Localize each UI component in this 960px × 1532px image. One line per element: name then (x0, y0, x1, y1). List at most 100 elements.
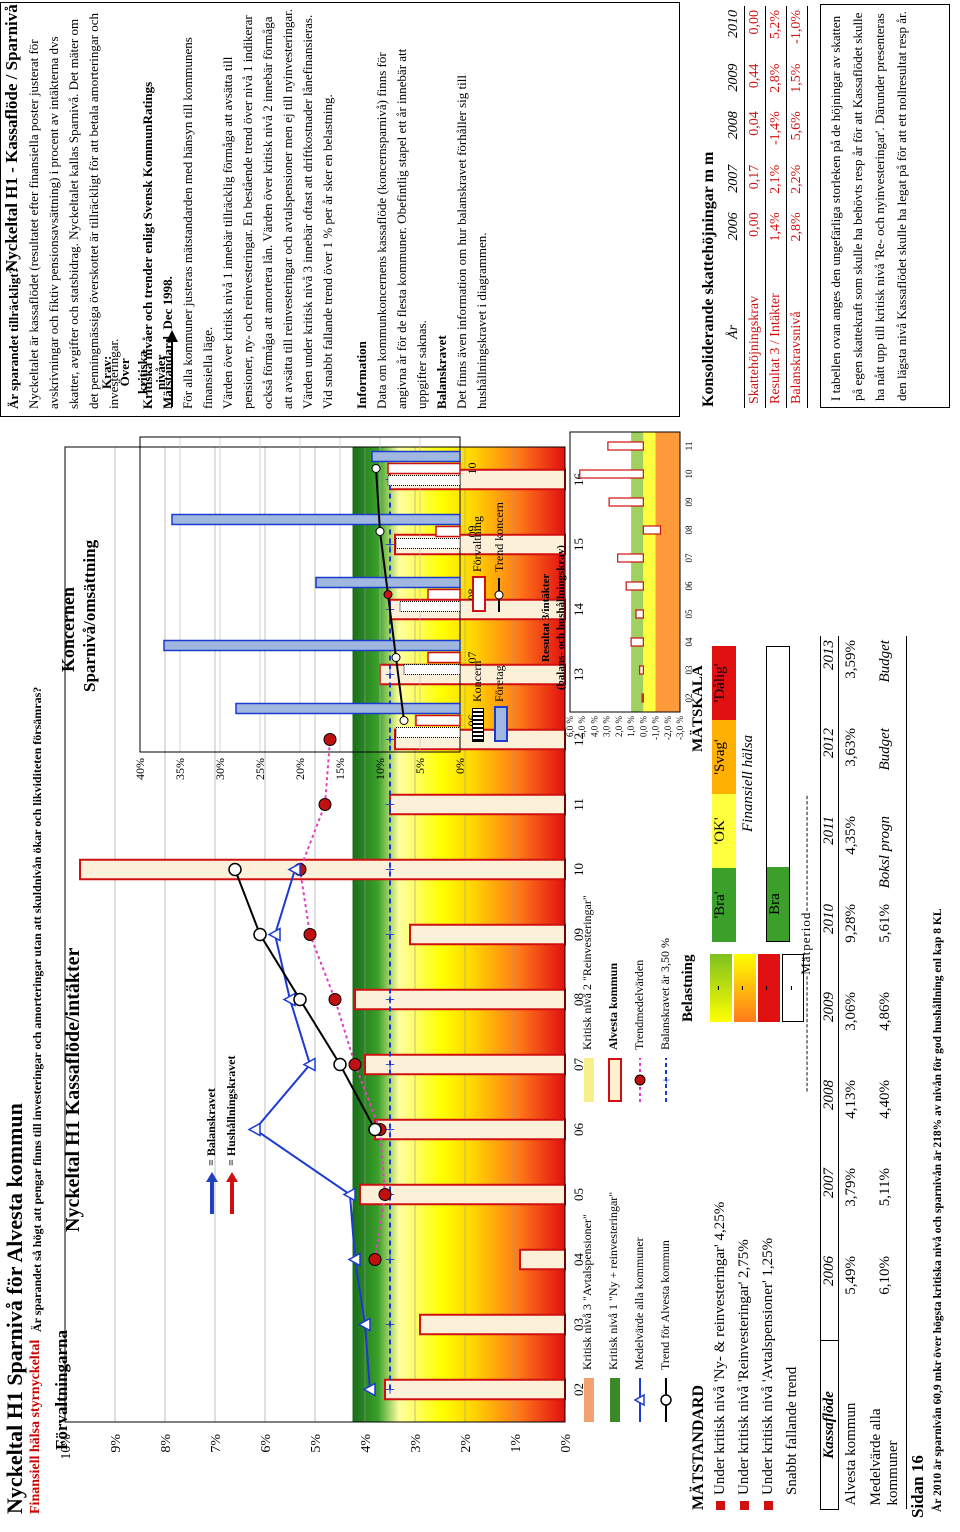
matskala-scale: 'Bra' 'OK' 'Svag' 'Dålig' (712, 646, 736, 942)
legend-trend-koncern: Trend koncern (492, 502, 506, 572)
x-tick-label: 05 (571, 1188, 586, 1201)
y-tick-label: 2% (459, 1434, 474, 1453)
y-tick-label: 4,0 % (589, 716, 599, 738)
legend-forvaltning-swatch (472, 576, 486, 612)
legend-swatch-alvesta (608, 1058, 622, 1102)
table-cell: 5,2% (765, 6, 787, 60)
point-trend (253, 927, 267, 942)
bar-foretag (315, 576, 461, 589)
text-body: Är sparandet tillräckligt? Nyckeltalet är… (4, 9, 674, 409)
matstandard-title: MÄTSTANDARD (690, 1384, 707, 1510)
bar-alvesta (384, 1378, 566, 1401)
point-balanskrav: + (380, 1319, 400, 1329)
bar-koncern (395, 538, 461, 549)
legend-hushallning-label: = Hushållningskravet (224, 1055, 238, 1166)
scale-ok: 'OK' (712, 794, 736, 868)
table-cell: Medelvärde alla kommuner (864, 1340, 907, 1510)
table-cell: 5,11% (864, 1164, 907, 1252)
point-medelvarde (342, 1187, 356, 1202)
legend-swatch-medel (633, 1378, 645, 1422)
table-cell: 4,86% (864, 988, 907, 1076)
table-cell: 5,6% (786, 107, 808, 161)
svg-text:+: + (660, 1076, 674, 1084)
x-tick-label: 14 (571, 603, 586, 617)
point-balanskrav: + (380, 799, 400, 809)
koncern-title: Koncernen (58, 587, 78, 672)
legend-item-trend: Trend för Alvesta kommun (658, 1240, 672, 1370)
text-p4: Data om kommunkoncernens kassaflöde (kon… (374, 48, 429, 409)
krav-arrow (166, 330, 178, 407)
matstandard-row: Under kritisk nivå 'Avtalspensioner' 1,2… (758, 950, 784, 1510)
bar-forvaltning (387, 462, 461, 475)
x-tick-label: 06 (571, 1123, 586, 1137)
table-header-row: År 2006 2007 2008 2009 2010 (724, 6, 745, 408)
legend-forvaltning: Förvaltning (470, 516, 484, 572)
table-cell: 2,8% (765, 59, 787, 108)
belastning-cell-2: - (734, 954, 756, 1022)
table-cell: 3,63% (843, 728, 859, 767)
y-tick-label: 4% (359, 1434, 374, 1453)
table-cell: Budget (864, 724, 907, 812)
scale-svag: 'Svag' (712, 720, 736, 794)
table-cell: Resultat 3 / Intäkter (765, 255, 787, 408)
point-trend-koncern (383, 590, 393, 599)
table-row: Resultat 3 / Intäkter 1,4% 2,1% -1,4% 2,8% 5,… (765, 6, 787, 408)
bar-forvaltning (435, 525, 461, 538)
band-orange (655, 432, 681, 712)
text-p5: Det finns även information om hur balans… (454, 75, 489, 409)
point-medelvarde (302, 1057, 316, 1072)
table-cell: 3,79% (843, 1168, 859, 1207)
table-cell: 1,5% (786, 59, 808, 108)
y-tick-label: 1% (509, 1434, 524, 1453)
y-tick-label: 5% (413, 758, 427, 774)
table-cell: 0,17 (744, 160, 766, 209)
y-tick-label: 7% (209, 1434, 224, 1453)
belastning-cell-3: - (758, 954, 780, 1022)
point-balanskrav: + (380, 1254, 400, 1264)
x-tick-label: 08 (571, 993, 586, 1006)
y-tick-label: 5,0 % (577, 716, 587, 738)
bar-resultat (579, 469, 644, 479)
x-tick-label: 15 (571, 538, 586, 551)
table-header-cell: 2007 (820, 1164, 839, 1252)
table-header-cell: 2006 (820, 1252, 839, 1341)
legend-item-level2: Kritisk nivå 2 "Reinvesteringar" (580, 895, 594, 1050)
legend-item-level3: Kritisk nivå 3 "Avtalspensioner" (580, 1214, 594, 1370)
x-tick-label: 10 (571, 863, 586, 876)
main-chart: +++++++++++++++ 0%1%2%3%4%5%6%7%8%9%10%0… (60, 330, 586, 1460)
kassaflode-footnote: År 2010 är sparnivån 60,9 mkr över högst… (932, 908, 944, 1512)
legend-swatch-level1 (610, 1378, 620, 1422)
legend-foretag-swatch (494, 706, 508, 742)
text-q-title: Är sparandet tillräckligt? (6, 266, 21, 409)
y-tick-label: -2,0 % (663, 716, 673, 740)
bar-alvesta (419, 1313, 566, 1336)
line-trendmedel (298, 739, 387, 1260)
table-header-cell: 2007 (724, 160, 745, 209)
legend-item-trendmedel: Trendmedelvärden (632, 959, 646, 1050)
plot-frame (569, 431, 681, 713)
point-trendmedel (348, 1058, 362, 1071)
x-tick-label: 04 (684, 637, 694, 647)
legend-item-level1: Kritisk nivå 1 "Ny + reinvesteringar" (606, 1191, 620, 1370)
x-tick-label: 12 (571, 733, 586, 746)
bar-koncern (399, 601, 461, 612)
table-row: Skattehöjningskrav 0,00 0,17 0,04 0,44 0,00 (744, 6, 766, 408)
bar-alvesta (374, 1118, 566, 1141)
point-balanskrav: + (380, 734, 400, 744)
konsolid-table: År 2006 2007 2008 2009 2010 Skattehöjningskrav… (724, 6, 808, 408)
point-trend-koncern (399, 716, 409, 725)
point-trend (368, 1122, 382, 1137)
y-tick-label: 8% (159, 1434, 174, 1453)
y-tick-label: 15% (333, 758, 347, 780)
bar-alvesta (409, 923, 566, 946)
matskala-value-row: Bra (766, 646, 790, 942)
point-balanskrav: + (380, 1124, 400, 1134)
bar-resultat (641, 693, 644, 703)
table-header-cell: 2012 (820, 724, 839, 812)
point-medelvarde (247, 1122, 261, 1137)
point-trendmedel (328, 993, 342, 1006)
point-balanskrav: + (380, 669, 400, 679)
x-tick-label: 08 (684, 525, 694, 535)
